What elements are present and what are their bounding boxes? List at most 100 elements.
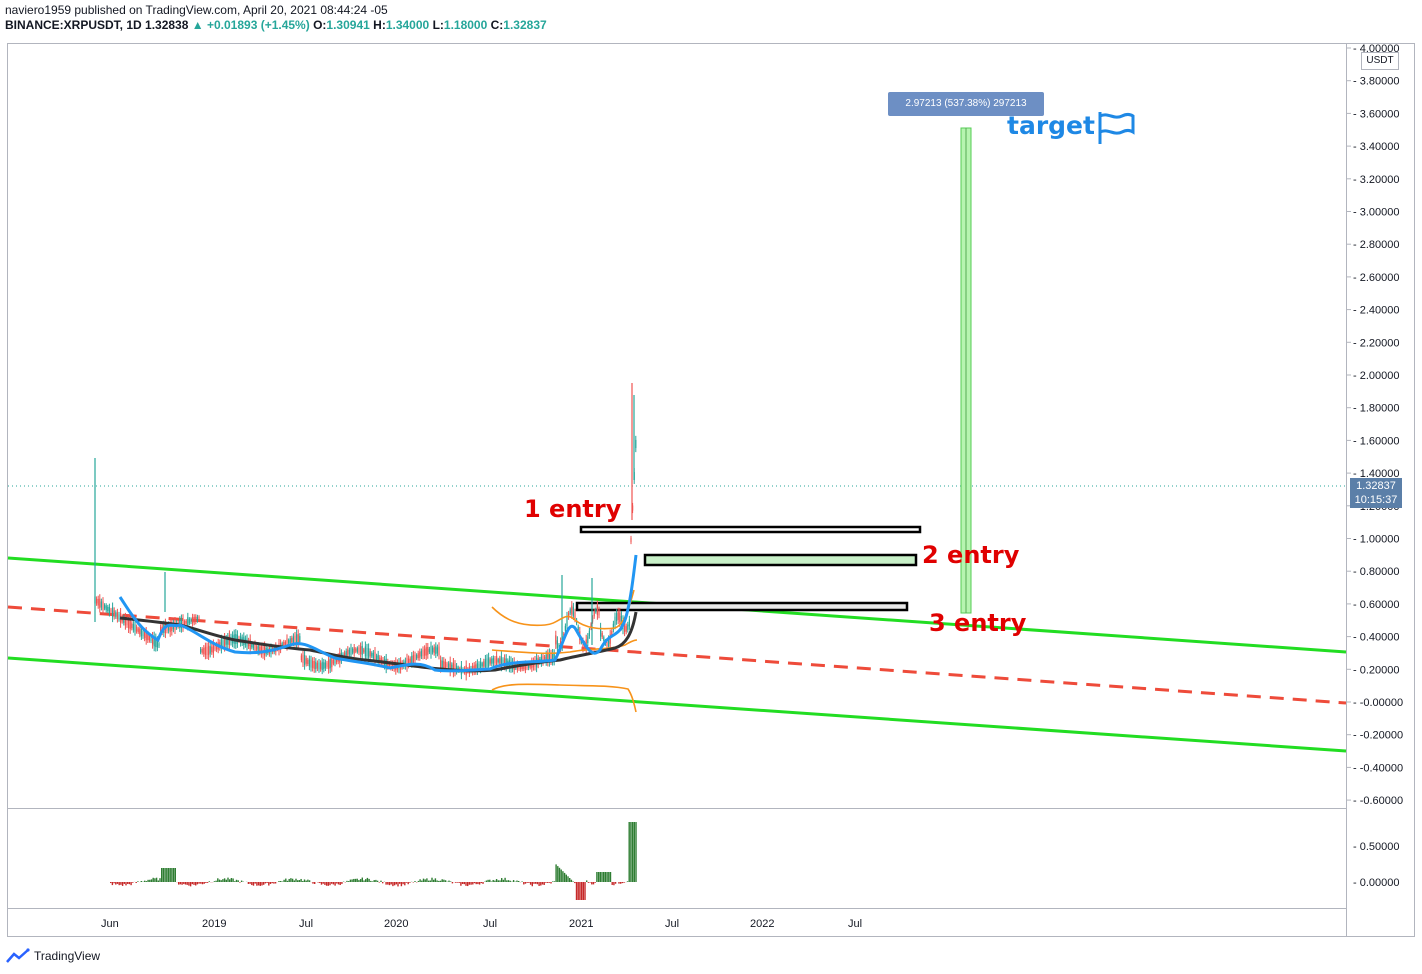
time-tick-label: Jul [665, 918, 679, 930]
price-axis[interactable] [1347, 43, 1415, 937]
candle-body [500, 656, 502, 667]
candle-body [136, 626, 138, 632]
histogram-bar [594, 882, 596, 883]
histogram-bar [293, 880, 295, 882]
candle-body [606, 642, 608, 646]
histogram-bar [166, 868, 168, 882]
histogram-bar [203, 882, 205, 884]
histogram-bar [273, 882, 275, 884]
histogram-bar [359, 879, 362, 882]
price-tick-label: - -0.40000 [1353, 762, 1403, 774]
main-chart-pane[interactable] [7, 43, 1347, 809]
histogram-bar [232, 878, 234, 882]
histogram-bar [424, 879, 426, 882]
price-axis-ticks: - 4.00000- 3.80000- 3.60000- 3.40000- 3.… [1347, 43, 1403, 807]
candle-body [153, 636, 155, 647]
candle-body [598, 609, 600, 616]
price-tick-label: - 2.60000 [1353, 272, 1399, 284]
candle-body [302, 654, 304, 663]
histogram-bar [286, 880, 289, 882]
candle-body [289, 638, 291, 644]
candle-body [545, 654, 547, 663]
histogram-bar [206, 882, 209, 883]
candle-body [256, 646, 258, 650]
target-label[interactable]: target [1007, 111, 1095, 140]
candle-body [112, 607, 114, 618]
candle-body [355, 648, 357, 652]
histogram-bar [405, 882, 408, 883]
footer-brand[interactable]: TradingView [6, 945, 100, 967]
candle-body [294, 635, 296, 644]
candle-body [452, 662, 454, 673]
candle-body [491, 658, 493, 664]
histogram-bar [196, 882, 199, 885]
high-value: 1.34000 [385, 18, 430, 32]
candle-body [577, 626, 579, 631]
osc-tick-label: - 0.50000 [1353, 841, 1399, 853]
candle-body [596, 605, 598, 615]
price-tick-label: - 0.20000 [1353, 664, 1399, 676]
candle-body [107, 606, 109, 612]
measure-label[interactable]: 2.97213 (537.38%) 297213 [888, 92, 1044, 116]
entry-1-label[interactable]: 1 entry [524, 495, 622, 523]
time-tick-label: 2020 [384, 918, 408, 930]
histogram-bar [183, 882, 185, 885]
candle-body [316, 663, 318, 669]
candle-body [486, 658, 488, 667]
histogram-bar [127, 882, 129, 884]
histogram-bar [297, 880, 299, 882]
candle-body [376, 655, 378, 660]
candle-body [212, 644, 214, 654]
histogram-bar [563, 872, 566, 882]
entry-2-zone[interactable] [643, 553, 918, 567]
candle-body [627, 624, 629, 630]
histogram-bar [565, 874, 567, 882]
symbol-name[interactable]: BINANCE:XRPUSDT, 1D [5, 18, 142, 32]
histogram-bar [145, 881, 148, 882]
histogram-bar [587, 882, 590, 883]
histogram-bar [157, 880, 159, 882]
price-tick-label: - 2.00000 [1353, 370, 1399, 382]
histogram-bar [414, 881, 416, 882]
candle-body [126, 619, 128, 626]
candle-body [102, 601, 104, 610]
histogram-bar [548, 882, 550, 883]
entry-3-label[interactable]: 3 entry [929, 609, 1027, 637]
candle-body [195, 616, 197, 622]
candle-body [291, 637, 293, 643]
histogram-bar [529, 882, 532, 885]
histogram-bar [400, 882, 403, 887]
histogram-bar [492, 879, 494, 882]
histogram-bar [395, 882, 397, 885]
histogram-bar [261, 882, 263, 886]
histogram-bar [353, 878, 355, 882]
histogram-bar [579, 882, 581, 900]
histogram-bar [198, 882, 200, 884]
candle-body [209, 646, 211, 654]
candle-body [433, 647, 435, 653]
oscillator-pane[interactable] [7, 809, 1347, 909]
channel-lower-line[interactable] [7, 656, 1347, 753]
ema-fast-line [118, 554, 638, 673]
histogram-bar [509, 880, 511, 882]
histogram-bar [397, 882, 399, 887]
histogram-bar [201, 882, 204, 885]
entry-3-zone[interactable] [575, 601, 909, 612]
entry-1-zone[interactable] [579, 525, 922, 534]
histogram-bar [251, 882, 253, 886]
candle-body [310, 659, 312, 668]
entry-2-label[interactable]: 2 entry [922, 541, 1020, 569]
histogram-bar [390, 882, 392, 885]
channel-mid-line[interactable] [7, 605, 1347, 705]
time-axis[interactable] [7, 909, 1347, 937]
histogram-bar [567, 876, 569, 882]
currency-unit-badge[interactable]: USDT [1361, 52, 1399, 70]
histogram-bar [609, 872, 612, 882]
candle-body [140, 628, 142, 637]
histogram-bar [227, 877, 229, 882]
histogram-bar [393, 882, 396, 886]
price-tick-label: - 3.20000 [1353, 174, 1399, 186]
histogram-bar [614, 882, 617, 884]
candle-body [182, 618, 184, 628]
candle-body [544, 656, 546, 661]
